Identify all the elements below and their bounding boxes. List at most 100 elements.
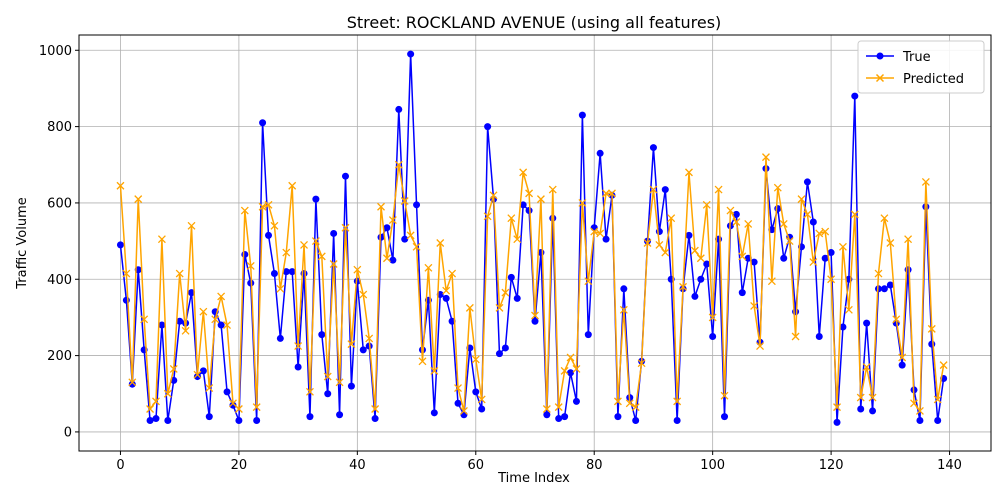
y-axis-title: Traffic Volume bbox=[15, 197, 30, 290]
data-point-predicted bbox=[637, 359, 646, 368]
data-point-true bbox=[543, 411, 551, 419]
data-point-predicted bbox=[673, 397, 682, 406]
data-point-predicted bbox=[927, 324, 936, 333]
data-point-true bbox=[235, 416, 243, 424]
data-point-predicted bbox=[193, 370, 202, 379]
data-point-predicted bbox=[779, 219, 788, 228]
data-point-predicted bbox=[548, 185, 557, 194]
chart-title: Street: ROCKLAND AVENUE (using all featu… bbox=[347, 13, 722, 32]
legend-true-label: True bbox=[902, 50, 931, 65]
data-point-predicted bbox=[619, 305, 628, 314]
data-point-predicted bbox=[175, 269, 184, 278]
data-point-predicted bbox=[270, 221, 279, 230]
data-point-predicted bbox=[116, 181, 125, 190]
data-point-true bbox=[472, 388, 480, 396]
data-point-predicted bbox=[264, 200, 273, 209]
data-point-predicted bbox=[205, 384, 214, 392]
y-tick-label: 1000 bbox=[39, 44, 72, 59]
data-point-true bbox=[460, 411, 468, 419]
data-point-true bbox=[294, 363, 302, 371]
data-point-predicted bbox=[406, 231, 415, 240]
data-point-predicted bbox=[602, 189, 611, 198]
data-point-true bbox=[673, 416, 681, 424]
data-point-true bbox=[898, 361, 906, 369]
data-point-predicted bbox=[483, 212, 492, 221]
data-point-predicted bbox=[933, 395, 942, 404]
data-point-predicted bbox=[311, 237, 320, 246]
data-point-true bbox=[655, 228, 663, 236]
data-point-predicted bbox=[898, 353, 907, 362]
data-point-predicted bbox=[578, 198, 587, 207]
data-point-true bbox=[827, 249, 835, 257]
y-tick-label: 0 bbox=[64, 425, 72, 440]
data-point-true bbox=[803, 178, 811, 186]
data-point-predicted bbox=[306, 387, 314, 396]
data-point-predicted bbox=[122, 269, 131, 278]
data-point-predicted bbox=[921, 177, 930, 186]
data-point-predicted bbox=[584, 277, 593, 286]
data-point-predicted bbox=[459, 406, 468, 415]
data-point-predicted bbox=[211, 315, 220, 324]
data-point-true bbox=[146, 416, 154, 424]
data-point-predicted bbox=[809, 258, 818, 267]
data-point-predicted bbox=[531, 311, 539, 320]
data-point-predicted bbox=[240, 206, 249, 215]
data-point-true bbox=[531, 317, 539, 325]
data-point-true bbox=[916, 416, 924, 424]
data-point-true bbox=[454, 399, 462, 407]
data-point-predicted bbox=[294, 342, 303, 351]
data-point-predicted bbox=[791, 332, 800, 341]
data-point-true bbox=[880, 285, 888, 293]
data-point-predicted bbox=[163, 389, 172, 398]
data-point-true bbox=[703, 260, 711, 268]
data-point-true bbox=[395, 105, 403, 113]
data-point-true bbox=[738, 289, 746, 297]
data-point-predicted bbox=[329, 260, 338, 268]
data-point-true bbox=[732, 210, 740, 218]
data-point-true bbox=[501, 344, 509, 352]
plot-frame bbox=[78, 34, 992, 452]
data-point-true bbox=[584, 331, 592, 339]
data-point-true bbox=[495, 350, 503, 358]
data-point-predicted bbox=[679, 282, 688, 291]
data-point-true bbox=[780, 254, 788, 262]
data-point-true bbox=[158, 321, 166, 329]
x-tick-label: 100 bbox=[700, 458, 725, 473]
data-point-true bbox=[430, 409, 438, 417]
data-point-predicted bbox=[844, 305, 853, 314]
data-point-predicted bbox=[507, 214, 516, 223]
data-point-true bbox=[259, 119, 267, 127]
data-point-true bbox=[869, 407, 877, 415]
data-point-predicted bbox=[762, 153, 770, 162]
data-point-predicted bbox=[471, 355, 480, 364]
data-point-true bbox=[282, 268, 290, 276]
data-point-true bbox=[519, 201, 527, 209]
data-point-true bbox=[188, 289, 196, 297]
data-point-predicted bbox=[323, 372, 332, 381]
data-point-predicted bbox=[868, 393, 877, 402]
x-tick-label: 140 bbox=[937, 458, 962, 473]
data-point-true bbox=[270, 270, 278, 278]
x-axis-title: Time Index bbox=[497, 471, 570, 486]
data-point-predicted bbox=[566, 353, 575, 362]
data-point-predicted bbox=[341, 223, 350, 232]
x-tick-label: 120 bbox=[819, 458, 844, 473]
data-point-true bbox=[341, 172, 349, 180]
data-point-predicted bbox=[365, 334, 374, 343]
data-point-predicted bbox=[631, 403, 640, 412]
data-point-predicted bbox=[371, 405, 380, 413]
data-point-true bbox=[661, 186, 669, 194]
data-point-predicted bbox=[554, 403, 563, 412]
data-point-predicted bbox=[199, 307, 208, 316]
data-point-predicted bbox=[750, 302, 759, 310]
data-point-true bbox=[223, 388, 231, 396]
data-point-predicted bbox=[608, 189, 616, 198]
data-point-true bbox=[525, 207, 533, 215]
data-point-predicted bbox=[856, 393, 865, 402]
data-point-predicted bbox=[300, 240, 308, 249]
data-point-true bbox=[721, 413, 729, 421]
data-point-true bbox=[199, 367, 207, 375]
data-point-true bbox=[324, 390, 332, 398]
data-point-predicted bbox=[152, 397, 160, 406]
data-point-predicted bbox=[625, 399, 634, 408]
